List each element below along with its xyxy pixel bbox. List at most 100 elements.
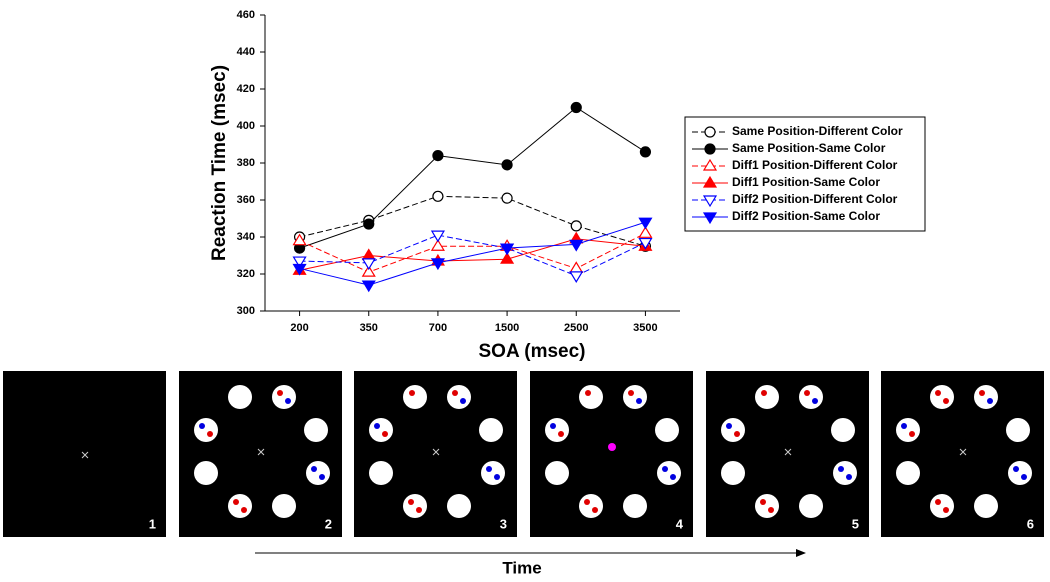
series-line	[299, 195, 646, 247]
color-dot	[726, 423, 732, 429]
series-line	[299, 238, 646, 271]
placeholder-circle	[306, 461, 330, 485]
data-point	[432, 190, 444, 202]
legend-marker	[704, 126, 716, 138]
probe-dot	[608, 443, 616, 451]
fixation-cross	[784, 448, 792, 456]
y-tick-label: 300	[237, 305, 255, 317]
placeholder-circle	[447, 494, 471, 518]
y-tick-label: 440	[237, 46, 255, 58]
placeholder-circle	[1006, 418, 1030, 442]
placeholder-circle	[930, 385, 954, 409]
placeholder-circle	[194, 418, 218, 442]
color-dot	[662, 466, 668, 472]
legend-marker	[702, 195, 718, 208]
stimulus-panel	[530, 371, 693, 537]
placeholder-circle	[623, 385, 647, 409]
color-dot	[382, 431, 388, 437]
legend-label: Same Position-Same Color	[732, 141, 886, 155]
data-point	[639, 146, 652, 158]
y-axis-label: Reaction Time (msec)	[209, 65, 230, 261]
placeholder-circle	[655, 418, 679, 442]
color-dot	[909, 431, 915, 437]
placeholder-circle	[228, 385, 252, 409]
data-point	[570, 101, 582, 114]
placeholder-circle	[194, 461, 218, 485]
color-dot	[550, 423, 556, 429]
placeholder-circle	[799, 385, 823, 409]
color-dot	[979, 390, 985, 396]
legend-label: Diff2 Position-Different Color	[732, 192, 898, 206]
x-tick-label: 2500	[564, 322, 588, 334]
fixation-cross	[257, 448, 265, 456]
legend-label: Diff1 Position-Same Color	[732, 175, 880, 189]
data-point	[363, 218, 375, 230]
placeholder-circle	[403, 494, 427, 518]
data-point	[501, 159, 513, 171]
data-point	[500, 252, 515, 264]
color-dot	[277, 390, 283, 396]
y-tick-label: 320	[237, 268, 255, 280]
color-dot	[585, 390, 591, 396]
data-point	[292, 233, 307, 246]
placeholder-circle	[831, 418, 855, 442]
placeholder-circle	[755, 494, 779, 518]
color-dot	[584, 499, 590, 505]
legend-marker	[704, 143, 716, 155]
series-line	[299, 232, 646, 273]
color-dot	[761, 390, 767, 396]
x-tick-label: 1500	[495, 322, 519, 334]
color-dot	[486, 466, 492, 472]
color-dot	[812, 398, 818, 404]
placeholder-circle	[369, 461, 393, 485]
color-dot	[241, 507, 247, 513]
panel-number: 1	[149, 516, 156, 531]
legend-label: Diff1 Position-Different Color	[732, 158, 898, 172]
y-tick-label: 340	[237, 231, 255, 243]
legend-marker	[702, 175, 718, 188]
color-dot	[408, 499, 414, 505]
placeholder-circle	[799, 494, 823, 518]
placeholder-circle	[579, 385, 603, 409]
placeholder-circle	[545, 418, 569, 442]
x-axis-label: SOA (msec)	[479, 341, 586, 362]
panel-number: 2	[325, 516, 332, 531]
x-tick-label: 3500	[633, 322, 657, 334]
data-point	[361, 248, 376, 261]
legend-marker	[702, 212, 718, 225]
panel-number: 3	[500, 516, 507, 531]
data-point	[361, 258, 376, 271]
data-point	[361, 264, 376, 277]
data-point	[569, 239, 584, 252]
fixation-cross	[959, 448, 967, 456]
data-point	[432, 150, 444, 162]
color-dot	[319, 474, 325, 480]
data-point	[638, 237, 653, 250]
placeholder-circle	[369, 418, 393, 442]
y-tick-label: 400	[237, 120, 255, 132]
color-dot	[987, 398, 993, 404]
color-dot	[592, 507, 598, 513]
placeholder-circle	[545, 461, 569, 485]
legend-label: Diff2 Position-Same Color	[732, 209, 880, 223]
color-dot	[636, 398, 642, 404]
placeholder-circle	[579, 494, 603, 518]
color-dot	[207, 431, 213, 437]
placeholder-circle	[930, 494, 954, 518]
data-point	[430, 258, 445, 271]
placeholder-circle	[228, 494, 252, 518]
x-tick-label: 700	[429, 322, 447, 334]
legend-label: Same Position-Different Color	[732, 124, 903, 138]
color-dot	[409, 390, 415, 396]
time-label: Time	[502, 558, 541, 577]
placeholder-circle	[272, 494, 296, 518]
placeholder-circle	[479, 418, 503, 442]
color-dot	[558, 431, 564, 437]
y-tick-label: 460	[237, 9, 255, 21]
placeholder-circle	[272, 385, 296, 409]
placeholder-circle	[974, 494, 998, 518]
placeholder-circle	[974, 385, 998, 409]
panel-number: 6	[1027, 516, 1034, 531]
placeholder-circle	[896, 461, 920, 485]
